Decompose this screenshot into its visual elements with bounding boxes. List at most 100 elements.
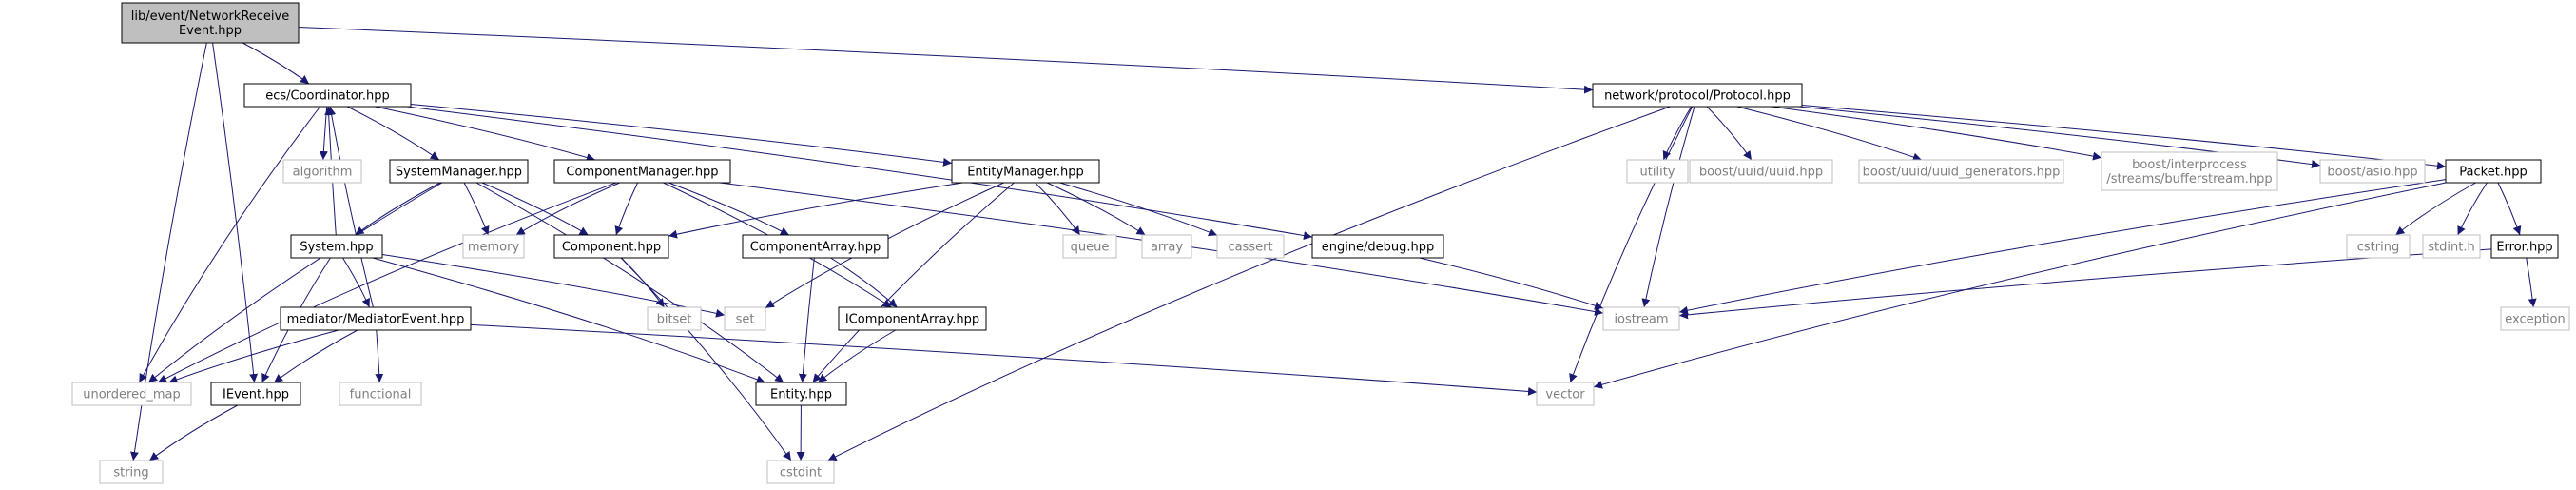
- edge-line: [2395, 182, 2476, 236]
- edge-line: [157, 182, 617, 383]
- edge-protocol-to-uuidgen: [1736, 106, 1923, 162]
- edge-line: [147, 182, 443, 383]
- node-label: memory: [468, 241, 520, 255]
- node-functional: functional: [339, 382, 422, 406]
- edge-root-to-ievent: [212, 42, 259, 383]
- node-utility: utility: [1626, 159, 1689, 184]
- node-box: [951, 159, 1100, 184]
- node-queue: queue: [1062, 234, 1117, 259]
- node-coord[interactable]: ecs/Coordinator.hpp: [243, 83, 412, 108]
- edge-mediator-to-coord: [327, 106, 374, 308]
- node-box: [553, 234, 669, 259]
- edge-error-to-exception: [2526, 257, 2537, 308]
- node-box: [2101, 151, 2278, 191]
- edge-comparr-to-icomparr: [830, 257, 898, 308]
- edge-line: [327, 106, 374, 308]
- edge-line: [138, 106, 321, 383]
- node-label: exception: [2505, 313, 2566, 327]
- node-box: [553, 159, 731, 184]
- node-bitset: bitset: [647, 306, 702, 331]
- node-box: [755, 382, 847, 406]
- node-label: Packet.hpp: [2459, 166, 2527, 180]
- node-box: [1311, 234, 1444, 259]
- node-box: [1689, 159, 1833, 184]
- node-debug[interactable]: engine/debug.hpp: [1311, 234, 1444, 259]
- edge-line: [620, 257, 792, 461]
- node-box: [647, 306, 702, 331]
- node-label: stdint.h: [2428, 241, 2474, 255]
- edge-packet-to-stdint: [2457, 182, 2488, 236]
- edge-compmgr-to-iostream: [719, 182, 1604, 316]
- node-ievent[interactable]: IEvent.hpp: [210, 382, 301, 406]
- node-system[interactable]: System.hpp: [290, 234, 383, 259]
- edge-protocol-to-iostream: [1641, 106, 1695, 308]
- edge-system-to-mediator: [342, 257, 370, 308]
- edge-line: [817, 329, 896, 383]
- edge-packet-to-cstring: [2395, 182, 2476, 236]
- node-label: functional: [350, 388, 412, 402]
- node-packet[interactable]: Packet.hpp: [2445, 159, 2542, 184]
- edge-line: [273, 329, 358, 383]
- edge-protocol-to-uuid: [1706, 106, 1753, 161]
- edge-line: [375, 329, 384, 383]
- node-label: /streams/bufferstream.hpp: [2106, 172, 2272, 186]
- node-sysmgr[interactable]: SystemManager.hpp: [389, 159, 529, 184]
- edge-line: [812, 182, 1015, 383]
- node-label: Error.hpp: [2496, 241, 2552, 255]
- edge-line: [515, 182, 620, 236]
- node-label: Entity.hpp: [770, 388, 832, 402]
- node-string: string: [99, 460, 164, 484]
- edge-mediator-to-vector: [470, 323, 1538, 396]
- node-entmgr[interactable]: EntityManager.hpp: [951, 159, 1100, 184]
- node-box: [1592, 83, 1803, 108]
- edge-line: [1706, 106, 1753, 161]
- edge-line: [830, 257, 898, 308]
- edge-root-to-protocol: [298, 27, 1594, 94]
- node-component[interactable]: Component.hpp: [553, 234, 669, 259]
- node-label: network/protocol/Protocol.hpp: [1604, 89, 1791, 104]
- edge-protocol-to-vector: [1569, 106, 1694, 383]
- edge-coord-to-sysmgr: [346, 106, 440, 161]
- node-cstring: cstring: [2346, 234, 2411, 259]
- edge-line: [342, 257, 370, 308]
- edge-packet-to-iostream: [1678, 179, 2447, 315]
- node-box: [282, 159, 362, 184]
- node-label: boost/interprocess: [2132, 158, 2247, 172]
- node-label: engine/debug.hpp: [1322, 241, 1435, 255]
- edge-sysmgr-to-umap: [147, 182, 443, 383]
- node-box: [766, 460, 835, 484]
- node-box: [1141, 234, 1192, 259]
- edge-line: [827, 106, 1671, 461]
- edge-protocol-to-bufstream: [1771, 106, 2102, 161]
- node-icomparr[interactable]: IComponentArray.hpp: [838, 306, 987, 331]
- node-error[interactable]: Error.hpp: [2490, 234, 2559, 259]
- node-label: cassert: [1228, 241, 1272, 255]
- edge-line: [1662, 106, 1693, 161]
- node-box: [1216, 234, 1285, 259]
- edge-line: [1678, 179, 2447, 315]
- node-box: [2445, 159, 2542, 184]
- edge-line: [372, 257, 765, 384]
- node-label: utility: [1640, 166, 1675, 180]
- edge-entmgr-to-cassert: [1059, 182, 1218, 237]
- node-uuidgen: boost/uuid/uuid_generators.hpp: [1858, 159, 2064, 184]
- node-box: [2346, 234, 2411, 259]
- node-label: unordered_map: [83, 388, 181, 402]
- edge-line: [719, 182, 1604, 316]
- node-label: IEvent.hpp: [223, 388, 289, 402]
- node-entity[interactable]: Entity.hpp: [755, 382, 847, 406]
- node-comparr[interactable]: ComponentArray.hpp: [742, 234, 889, 259]
- edge-line: [1593, 182, 2447, 389]
- node-compmgr[interactable]: ComponentManager.hpp: [553, 159, 731, 184]
- node-label: boost/asio.hpp: [2327, 166, 2417, 180]
- edge-sysmgr-to-system: [355, 182, 441, 236]
- node-protocol[interactable]: network/protocol/Protocol.hpp: [1592, 83, 1803, 108]
- node-mediator[interactable]: mediator/MediatorEvent.hpp: [280, 306, 472, 331]
- node-cstdint: cstdint: [766, 460, 835, 484]
- node-label: SystemManager.hpp: [396, 166, 522, 180]
- node-box: [71, 382, 192, 406]
- edge-icomparr-to-entity: [817, 329, 896, 383]
- node-box: [838, 306, 987, 331]
